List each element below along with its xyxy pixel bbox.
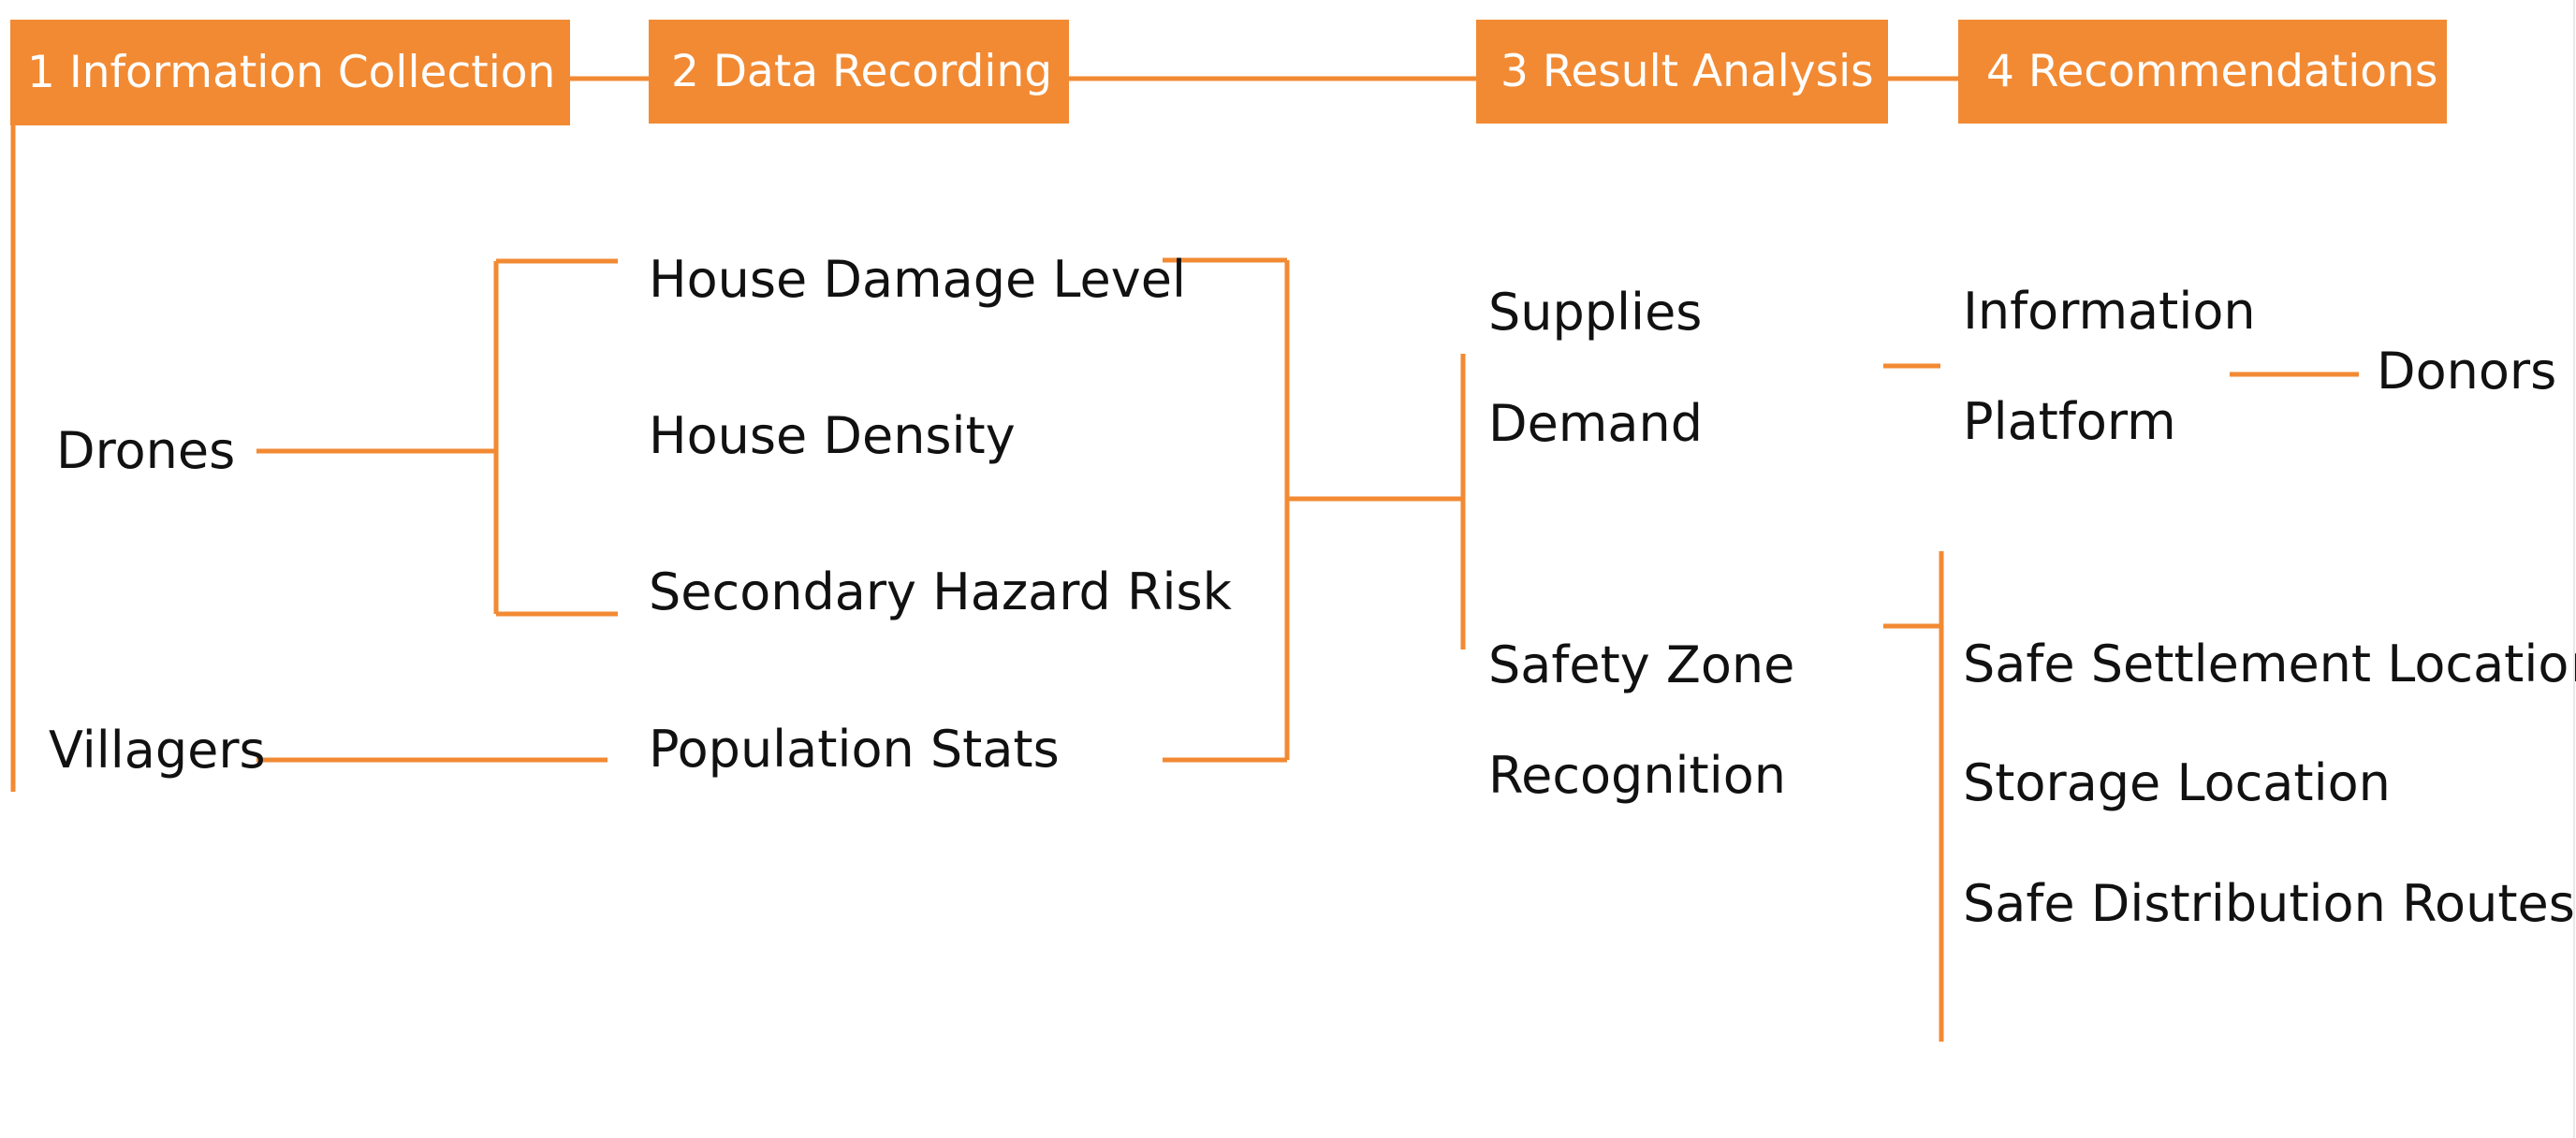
stage-information-collection: 1 Information Collection — [10, 20, 570, 125]
stage-label: 2 Data Recording — [671, 46, 1053, 97]
stage-result-analysis: 3 Result Analysis — [1476, 20, 1888, 124]
analysis-safety-zone-line2: Recognition — [1488, 746, 1786, 805]
stage-label: 3 Result Analysis — [1500, 46, 1874, 97]
source-drones: Drones — [56, 421, 236, 480]
page-edge-rule — [2573, 0, 2575, 1138]
rec-information-platform-line2: Platform — [1963, 392, 2176, 451]
rec-donors: Donors — [2377, 342, 2557, 401]
rec-safe-settlement-locations: Safe Settlement Locations — [1963, 635, 2576, 693]
analysis-safety-zone-line1: Safety Zone — [1488, 635, 1795, 694]
rec-safe-distribution-routes: Safe Distribution Routes — [1963, 874, 2575, 933]
record-secondary-hazard-risk: Secondary Hazard Risk — [649, 562, 1232, 621]
stage-data-recording: 2 Data Recording — [649, 20, 1069, 124]
analysis-supplies-demand-line2: Demand — [1488, 394, 1703, 453]
stage-label: 4 Recommendations — [1986, 46, 2438, 97]
stage-recommendations: 4 Recommendations — [1958, 20, 2447, 124]
stage-label: 1 Information Collection — [27, 47, 556, 98]
rec-storage-location: Storage Location — [1963, 753, 2391, 812]
record-house-damage-level: House Damage Level — [649, 250, 1186, 309]
record-population-stats: Population Stats — [649, 720, 1060, 779]
source-villagers: Villagers — [49, 721, 266, 780]
rec-information-platform-line1: Information — [1963, 282, 2256, 341]
record-house-density: House Density — [649, 406, 1016, 465]
analysis-supplies-demand-line1: Supplies — [1488, 283, 1703, 342]
